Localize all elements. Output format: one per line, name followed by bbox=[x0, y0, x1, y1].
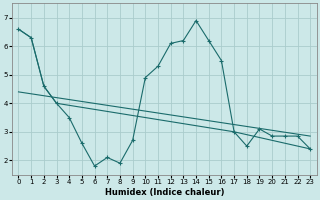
X-axis label: Humidex (Indice chaleur): Humidex (Indice chaleur) bbox=[105, 188, 224, 197]
